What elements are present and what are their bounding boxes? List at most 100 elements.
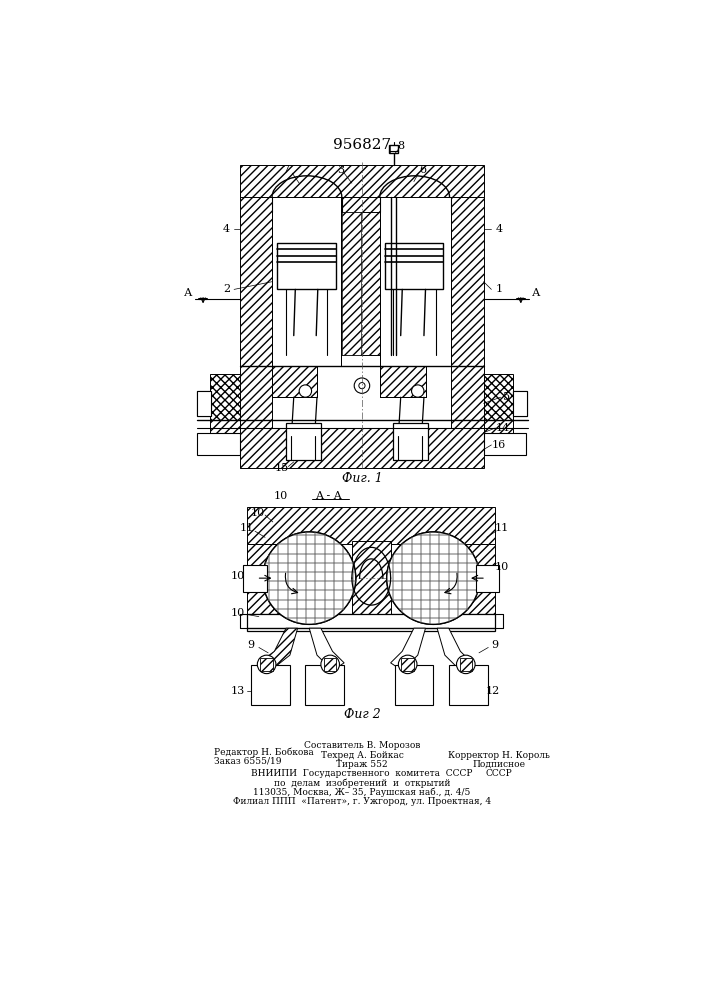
Text: 5: 5	[503, 392, 510, 402]
Circle shape	[398, 655, 417, 674]
Bar	[400, 212, 419, 355]
Text: 10: 10	[230, 571, 245, 581]
Bar	[385, 243, 443, 289]
Text: Составитель В. Морозов: Составитель В. Морозов	[304, 741, 420, 750]
Bar	[486, 435, 524, 453]
Bar	[210, 420, 240, 443]
Text: по  делам  изобретений  и  открытий: по делам изобретений и открытий	[274, 778, 450, 788]
Bar	[240, 428, 484, 468]
Text: 10: 10	[250, 508, 264, 518]
Bar	[341, 197, 380, 355]
Circle shape	[457, 655, 475, 674]
Bar	[247, 507, 495, 544]
Bar	[484, 420, 513, 443]
Circle shape	[354, 378, 370, 393]
Bar	[460, 658, 472, 671]
Text: 11: 11	[240, 523, 255, 533]
Bar	[199, 435, 237, 453]
Text: Техред А. Бойкас: Техред А. Бойкас	[320, 751, 404, 760]
Text: 10: 10	[274, 491, 288, 501]
Bar	[247, 614, 495, 631]
Bar	[395, 665, 433, 705]
Bar	[277, 243, 336, 289]
Text: Заказ 6555/19: Заказ 6555/19	[214, 757, 281, 766]
Bar	[240, 165, 484, 197]
Bar	[402, 658, 414, 671]
Polygon shape	[309, 628, 344, 671]
Bar	[240, 614, 503, 628]
Bar	[513, 391, 527, 416]
Bar	[272, 197, 341, 366]
Bar	[210, 374, 240, 420]
Polygon shape	[437, 628, 472, 671]
Circle shape	[263, 532, 356, 624]
Text: Подписное: Подписное	[472, 760, 525, 769]
Text: 113035, Москва, Ж– 35, Раушская наб., д. 4/5: 113035, Москва, Ж– 35, Раушская наб., д.…	[253, 788, 471, 797]
Bar	[452, 544, 495, 617]
Circle shape	[411, 385, 424, 397]
Text: 3: 3	[337, 165, 344, 175]
Bar	[247, 544, 290, 617]
Circle shape	[387, 532, 480, 624]
Bar	[513, 391, 527, 416]
Text: 16: 16	[492, 440, 506, 450]
Text: 15: 15	[275, 463, 289, 473]
Bar	[380, 366, 426, 397]
Text: Фиг. 1: Фиг. 1	[341, 472, 382, 485]
Text: 9: 9	[491, 640, 498, 650]
Text: ВНИИПИ  Государственного  комитета  СССР: ВНИИПИ Государственного комитета СССР	[251, 769, 473, 778]
Circle shape	[321, 655, 339, 674]
Text: СССР: СССР	[486, 769, 513, 778]
Text: 956827: 956827	[333, 138, 391, 152]
Bar	[324, 658, 337, 671]
Bar	[272, 366, 317, 397]
Bar	[451, 366, 484, 428]
Text: Тираж 552: Тираж 552	[336, 760, 387, 769]
Bar	[240, 614, 503, 628]
Text: А: А	[532, 288, 541, 298]
Text: 2: 2	[223, 284, 230, 294]
Bar	[197, 391, 211, 416]
Bar	[484, 374, 513, 420]
Circle shape	[299, 385, 312, 397]
Circle shape	[359, 383, 365, 389]
Bar	[260, 658, 273, 671]
Bar	[476, 565, 499, 592]
Bar	[272, 366, 317, 397]
Bar	[449, 665, 488, 705]
Bar	[451, 197, 484, 366]
Text: Фиг 2: Фиг 2	[344, 708, 380, 721]
Text: 4: 4	[496, 224, 503, 234]
Bar	[484, 433, 526, 455]
Polygon shape	[259, 628, 298, 671]
Text: 13: 13	[230, 686, 245, 696]
Text: 12: 12	[486, 686, 500, 696]
Text: Филиал ППП  «Патент», г. Ужгород, ул. Проектная, 4: Филиал ППП «Патент», г. Ужгород, ул. Про…	[233, 797, 491, 806]
Text: 8: 8	[397, 141, 404, 151]
Bar	[380, 197, 451, 366]
Text: Редактор Н. Бобкова: Редактор Н. Бобкова	[214, 748, 314, 757]
Circle shape	[263, 532, 356, 624]
Bar	[305, 665, 344, 705]
Text: 4: 4	[223, 224, 230, 234]
Bar	[240, 197, 272, 366]
Bar	[389, 145, 398, 153]
Bar	[286, 423, 321, 460]
Bar	[352, 541, 391, 614]
Text: 10: 10	[494, 562, 508, 572]
Bar	[341, 212, 361, 355]
Polygon shape	[391, 628, 426, 671]
Bar	[286, 197, 325, 218]
Text: Корректор Н. Король: Корректор Н. Король	[448, 751, 550, 760]
Text: А: А	[183, 288, 192, 298]
Text: 7: 7	[283, 165, 289, 175]
Text: 6: 6	[420, 165, 427, 175]
Text: 1: 1	[496, 284, 503, 294]
Bar	[380, 366, 426, 397]
Bar	[243, 565, 267, 592]
Text: A - A: A - A	[315, 491, 342, 501]
Bar	[341, 197, 380, 212]
Bar	[251, 665, 290, 705]
Bar	[197, 433, 240, 455]
Circle shape	[387, 532, 480, 624]
